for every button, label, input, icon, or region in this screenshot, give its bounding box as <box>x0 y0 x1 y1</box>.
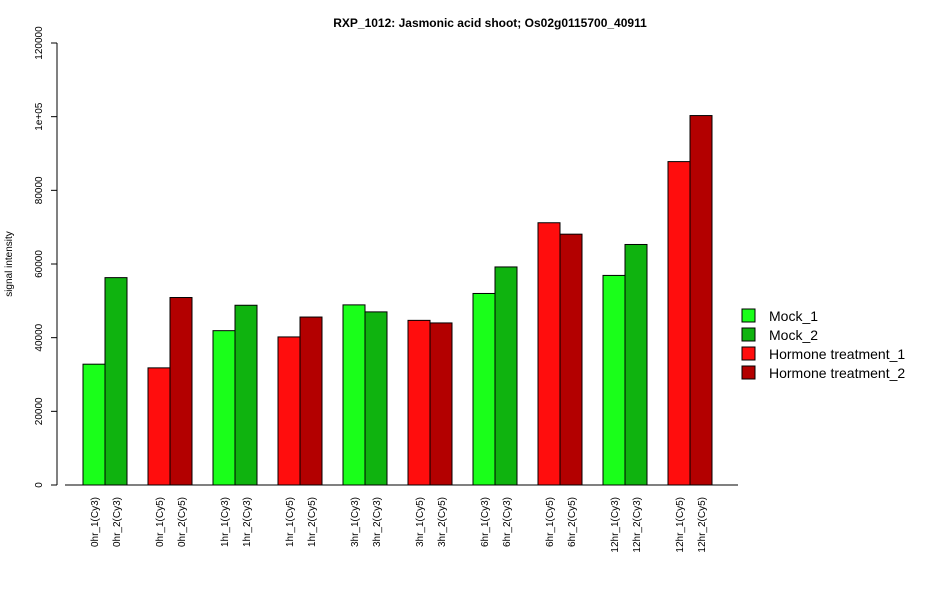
bar-0hr_2(Cy3) <box>104 277 128 486</box>
x-tick-label: 3hr_2(Cy5) <box>437 497 448 547</box>
legend-label: Mock_1 <box>769 308 818 324</box>
x-tick-label: 6hr_1(Cy3) <box>480 497 491 547</box>
y-tick-label: 1e+05 <box>34 102 45 131</box>
x-tick-label: 12hr_2(Cy3) <box>632 497 643 553</box>
bar-3hr_1(Cy5) <box>407 319 431 486</box>
x-tick-label: 3hr_2(Cy3) <box>372 497 383 547</box>
x-tick-label: 12hr_1(Cy5) <box>675 497 686 553</box>
x-tick-label: 1hr_1(Cy5) <box>285 497 296 547</box>
x-tick-label: 0hr_2(Cy3) <box>112 497 123 547</box>
bar-1hr_2(Cy3) <box>234 304 258 486</box>
bar-0hr_2(Cy5) <box>169 297 193 486</box>
bar-6hr_2(Cy5) <box>559 233 583 486</box>
bar-12hr_1(Cy5) <box>667 161 691 486</box>
x-tick-label: 6hr_2(Cy5) <box>567 497 578 547</box>
y-tick-label: 120000 <box>34 26 45 60</box>
bar-1hr_2(Cy5) <box>299 316 323 486</box>
x-tick-label: 3hr_1(Cy5) <box>415 497 426 547</box>
bar-3hr_2(Cy3) <box>364 311 388 486</box>
legend-swatch <box>741 327 756 342</box>
legend-label: Mock_2 <box>769 327 818 343</box>
bars-group <box>82 115 713 486</box>
bar-12hr_2(Cy3) <box>624 243 648 486</box>
x-tick-label: 1hr_2(Cy5) <box>307 497 318 547</box>
x-tick-label: 6hr_1(Cy5) <box>545 497 556 547</box>
x-tick-label: 6hr_2(Cy3) <box>502 497 513 547</box>
legend-swatch <box>741 365 756 380</box>
bar-12hr_1(Cy3) <box>602 274 626 486</box>
y-tick-label: 60000 <box>34 250 45 278</box>
x-tick-label: 0hr_2(Cy5) <box>177 497 188 547</box>
legend-label: Hormone treatment_2 <box>769 365 905 381</box>
y-tick-label: 20000 <box>34 397 45 425</box>
x-tick-label: 3hr_1(Cy3) <box>350 497 361 547</box>
x-tick-label: 1hr_2(Cy3) <box>242 497 253 547</box>
bar-6hr_1(Cy5) <box>537 222 561 486</box>
x-tick-label: 12hr_1(Cy3) <box>610 497 621 553</box>
y-tick-label: 80000 <box>34 176 45 204</box>
x-tick-label: 0hr_1(Cy3) <box>90 497 101 547</box>
bar-6hr_2(Cy3) <box>494 266 518 486</box>
bar-0hr_1(Cy5) <box>147 367 171 486</box>
x-tick-label: 12hr_2(Cy5) <box>697 497 708 553</box>
bar-6hr_1(Cy3) <box>472 292 496 486</box>
x-tick-label: 1hr_1(Cy3) <box>220 497 231 547</box>
legend-label: Hormone treatment_1 <box>769 346 905 362</box>
legend-swatch <box>741 308 756 323</box>
y-tick-label: 0 <box>34 482 45 488</box>
bar-1hr_1(Cy3) <box>212 330 236 486</box>
chart-title: RXP_1012: Jasmonic acid shoot; Os02g0115… <box>333 16 647 30</box>
bar-0hr_1(Cy3) <box>82 363 106 486</box>
bar-1hr_1(Cy5) <box>277 336 301 486</box>
x-tick-labels: 0hr_1(Cy3) 0hr_2(Cy3) 0hr_1(Cy5) 0hr_2(Cy5)… <box>90 497 708 553</box>
bar-3hr_2(Cy5) <box>429 322 453 486</box>
bar-12hr_2(Cy5) <box>689 115 713 486</box>
y-axis-title: signal intensity <box>4 231 15 297</box>
legend-swatch <box>741 346 756 361</box>
y-tick-label: 40000 <box>34 323 45 351</box>
legend: Mock_1 Mock_2 Hormone treatment_1 Hormone t… <box>741 308 905 381</box>
x-tick-label: 0hr_1(Cy5) <box>155 497 166 547</box>
y-axis: 0 20000 40000 60000 80000 1e+05 120000 <box>34 26 58 488</box>
bar-3hr_1(Cy3) <box>342 304 366 486</box>
